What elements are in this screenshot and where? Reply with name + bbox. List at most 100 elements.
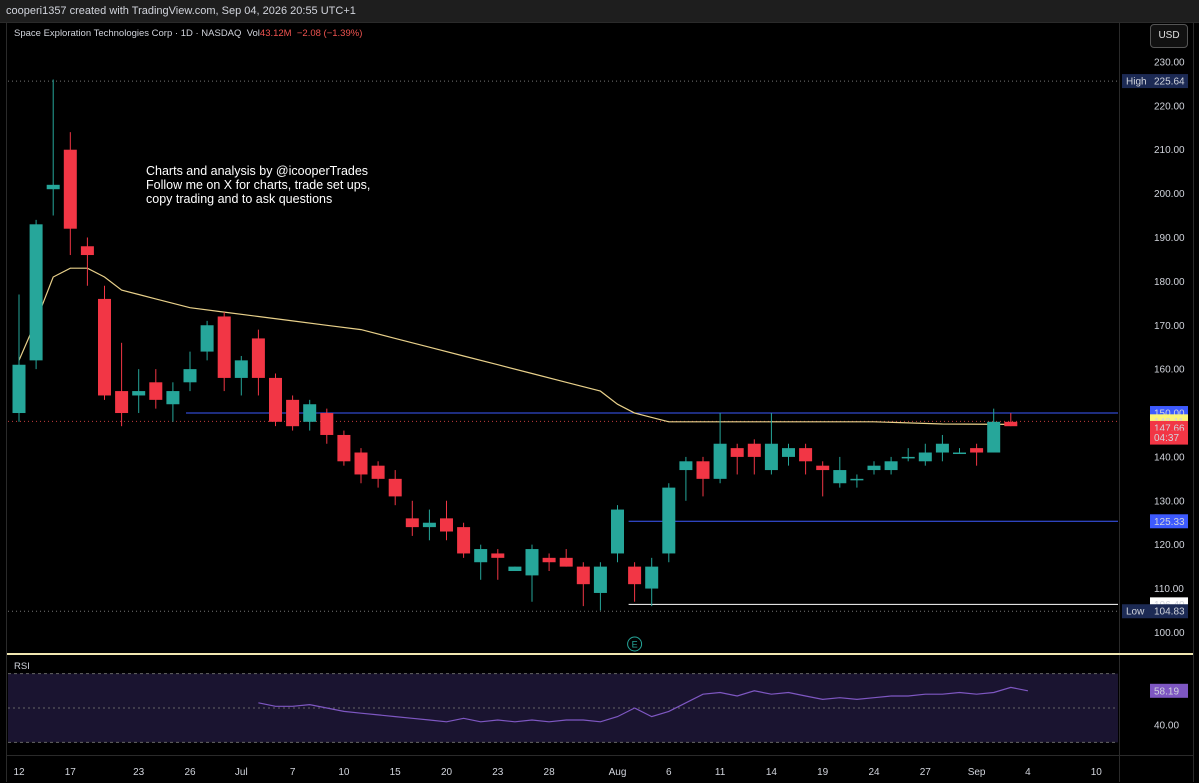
candle-body [132,391,146,396]
rsi-label: RSI [14,661,30,672]
candle-body [337,434,351,462]
candle-body [422,522,436,528]
price-tick-label: 110.00 [1154,584,1184,595]
price-tick-label: 170.00 [1154,321,1185,332]
candle-body [286,399,300,427]
time-tick-label: 14 [766,767,778,778]
price-tag-caption: Low [1126,607,1145,618]
price-tick-label: 190.00 [1154,233,1185,244]
price-tick-label: 200.00 [1154,189,1185,200]
candle-body [234,360,248,378]
candle-body [764,443,778,471]
attribution-bar: cooperi1357 created with TradingView.com… [0,0,1199,23]
time-tick-label: 26 [184,767,196,778]
price-tag-bg [1150,430,1188,445]
price-tick-label: 180.00 [1154,277,1185,288]
candle-body [269,377,282,422]
candle-body [918,452,932,462]
time-tick-label: Jul [235,767,248,778]
price-tick-label: 140.00 [1154,452,1185,463]
candle-body [200,325,214,352]
price-tag-value: 150.00 [1154,409,1185,420]
candle-body [29,224,43,361]
price-change: −2.08 (−1.39%) [296,28,363,39]
candle-body [782,448,795,457]
time-axis-border [7,755,1193,756]
time-tick-label: 12 [13,767,25,778]
price-tick-label: 220.00 [1154,101,1185,112]
price-tick-label: 160.00 [1154,365,1185,376]
candle-body [730,448,744,457]
price-tag-bg [1150,514,1188,529]
time-tick-label: 6 [666,767,672,778]
candle-body [320,413,334,435]
candle-body [970,448,984,453]
candle-body [833,470,847,484]
candle-body [987,421,1001,453]
candle-body [63,149,77,229]
chart-frame [6,22,1194,782]
time-tick-label: 7 [290,767,296,778]
candle-body [354,452,368,475]
rsi-line [258,686,1029,723]
volume-value: 43.12M [259,28,292,39]
candle-body [46,184,60,190]
candle-body [816,465,830,471]
candle-body [611,509,624,554]
attribution-text: cooperi1357 created with TradingView.com… [6,5,356,17]
vol-label: Vol [246,28,260,39]
candle-body [884,461,898,471]
candle-body [576,566,590,585]
rsi-tick-label: 40.00 [1154,721,1179,732]
price-tag-value: 104.83 [1154,607,1185,618]
symbol-legend: Space Exploration Technologies Corp · 1D… [14,28,362,39]
candle-body [525,549,539,576]
price-tag-value: 125.33 [1154,517,1185,528]
time-tick-label: Sep [968,767,986,778]
candle-body [388,478,402,497]
annotation-line: Follow me on X for charts, trade set ups… [146,178,371,192]
candle-body [867,465,881,471]
annotation-line: copy trading and to ask questions [146,192,333,206]
candle-body [303,404,317,422]
candle-body [679,461,693,471]
annotation-line: Charts and analysis by @icooperTrades [146,164,369,178]
time-tick-label: 28 [544,767,556,778]
earnings-marker-icon [627,636,643,652]
time-tick-label: 4 [1025,767,1031,778]
price-tick-label: 230.00 [1154,57,1185,68]
candle-body [1004,421,1018,427]
time-tick-label: 10 [1091,767,1103,778]
candle-body [901,456,915,459]
rsi-value-tag: 58.19 [1154,686,1179,697]
time-tick-label: 20 [441,767,453,778]
time-tick-label: 23 [492,767,504,778]
currency-button[interactable]: USD [1150,24,1188,48]
price-tag-caption-bg [1122,74,1150,89]
candle-body [474,549,488,563]
candle-body [98,298,111,396]
candle-body [628,566,642,585]
price-tag-caption-bg [1122,604,1150,619]
candle-body [935,443,949,453]
rsi-value-tag-bg [1150,683,1188,698]
pane-separator [7,653,1193,655]
time-tick-label: 27 [920,767,932,778]
candle-body [747,443,761,457]
time-tick-label: 24 [868,767,880,778]
price-tag-caption: High [1126,77,1147,88]
candle-body [593,566,607,593]
candle-body [217,316,231,378]
candle-body [953,452,966,455]
price-axis-border [1119,22,1120,782]
candle-body [696,461,710,479]
candle-body [662,487,676,554]
price-tick-label: 120.00 [1154,540,1185,551]
candle-body [149,382,163,400]
price-tag-value: 147.66 [1154,423,1185,434]
candle-body [542,557,556,563]
candle-body [183,369,197,383]
candle-body [799,448,813,462]
time-tick-label: 17 [65,767,77,778]
